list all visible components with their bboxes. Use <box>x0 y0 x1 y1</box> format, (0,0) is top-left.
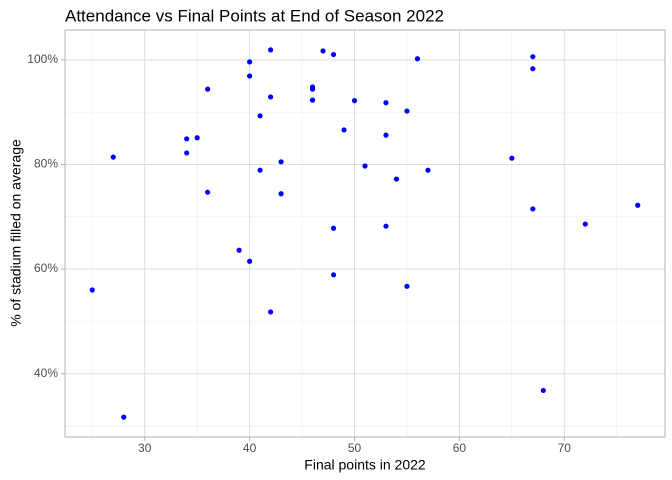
point <box>582 221 588 227</box>
y-axis-title: % of stadium filled on average <box>8 139 24 327</box>
point <box>351 98 358 104</box>
point <box>393 176 400 182</box>
point <box>330 225 337 231</box>
point <box>89 287 95 293</box>
point <box>278 159 284 165</box>
point <box>530 66 536 72</box>
point <box>236 247 242 253</box>
point <box>309 97 316 103</box>
point <box>267 309 274 315</box>
point <box>194 135 200 141</box>
point <box>184 150 190 156</box>
x-tick-label: 50 <box>348 441 362 455</box>
x-axis-title: Final points in 2022 <box>304 457 426 473</box>
point <box>425 167 431 173</box>
x-tick-label: 70 <box>558 441 572 455</box>
point <box>530 54 536 60</box>
point <box>257 113 263 119</box>
point <box>509 155 515 161</box>
point <box>383 223 389 229</box>
y-tick-label: 80% <box>34 157 58 171</box>
point <box>341 127 347 133</box>
point <box>383 132 389 138</box>
point <box>320 48 326 54</box>
point <box>635 202 641 208</box>
point <box>414 56 421 62</box>
point <box>540 387 546 394</box>
point <box>404 108 410 114</box>
panel-border <box>64 29 666 438</box>
point <box>257 167 263 173</box>
x-tick-label: 30 <box>138 441 152 455</box>
point <box>404 283 410 289</box>
point <box>247 59 253 65</box>
point <box>383 100 389 106</box>
point <box>205 189 211 195</box>
point <box>330 272 337 278</box>
point <box>278 191 284 197</box>
point <box>362 163 368 169</box>
point <box>530 206 536 212</box>
point <box>184 136 190 142</box>
point <box>121 414 127 420</box>
x-tick-label: 40 <box>243 441 257 455</box>
chart-title: Attendance vs Final Points at End of Sea… <box>65 6 444 25</box>
x-tick-label: 60 <box>453 441 467 455</box>
y-tick-label: 40% <box>34 366 58 380</box>
point <box>247 258 253 264</box>
point <box>309 86 316 92</box>
point <box>330 51 337 58</box>
y-tick-label: 60% <box>34 261 58 275</box>
y-tick-label: 100% <box>27 52 58 66</box>
point <box>247 73 253 79</box>
point <box>267 47 274 53</box>
point <box>205 86 211 92</box>
point <box>267 94 274 100</box>
point <box>110 154 116 160</box>
